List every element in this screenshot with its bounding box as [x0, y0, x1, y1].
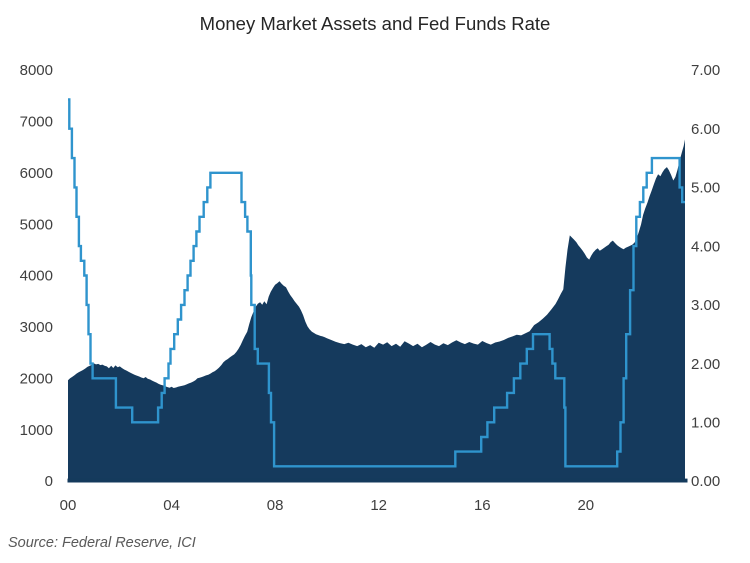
source-note: Source: Federal Reserve, ICI	[8, 535, 196, 551]
left-axis-tick-label: 4000	[20, 268, 53, 285]
right-axis-tick-label: 3.00	[691, 297, 720, 314]
right-axis-tick-label: 1.00	[691, 415, 720, 432]
left-axis-tick-label: 0	[45, 473, 53, 490]
left-axis-labels: 0 1000 2000 3000 4000 5000 6000 7000 8000	[20, 62, 53, 490]
left-axis-tick-label: 8000	[20, 62, 53, 79]
x-axis-tick-label: 12	[370, 497, 387, 514]
x-axis-tick-label: 00	[60, 497, 77, 514]
left-axis-tick-label: 7000	[20, 114, 53, 131]
right-axis-tick-label: 7.00	[691, 62, 720, 79]
right-axis-tick-label: 6.00	[691, 121, 720, 138]
left-axis-tick-label: 3000	[20, 319, 53, 336]
x-axis-labels: 00 04 08 12 16 20	[60, 497, 594, 514]
right-axis-labels: 0.00 1.00 2.00 3.00 4.00 5.00 6.00 7.00	[691, 62, 720, 490]
left-axis-tick-label: 2000	[20, 371, 53, 388]
x-axis-tick-label: 16	[474, 497, 491, 514]
right-axis-tick-label: 2.00	[691, 356, 720, 373]
right-axis-tick-label: 5.00	[691, 180, 720, 197]
x-axis-line	[67, 478, 688, 483]
fed-funds-rate-line-series	[68, 98, 685, 468]
right-axis-tick-label: 4.00	[691, 238, 720, 255]
left-axis-tick-label: 5000	[20, 216, 53, 233]
right-axis-tick-label: 0.00	[691, 473, 720, 490]
chart-title: Money Market Assets and Fed Funds Rate	[200, 13, 551, 34]
x-axis-tick-label: 20	[577, 497, 594, 514]
left-axis-tick-label: 6000	[20, 165, 53, 182]
left-axis-tick-label: 1000	[20, 422, 53, 439]
x-axis-tick-label: 04	[163, 497, 180, 514]
money-market-assets-area-series	[68, 139, 685, 481]
x-axis-tick-label: 08	[267, 497, 284, 514]
